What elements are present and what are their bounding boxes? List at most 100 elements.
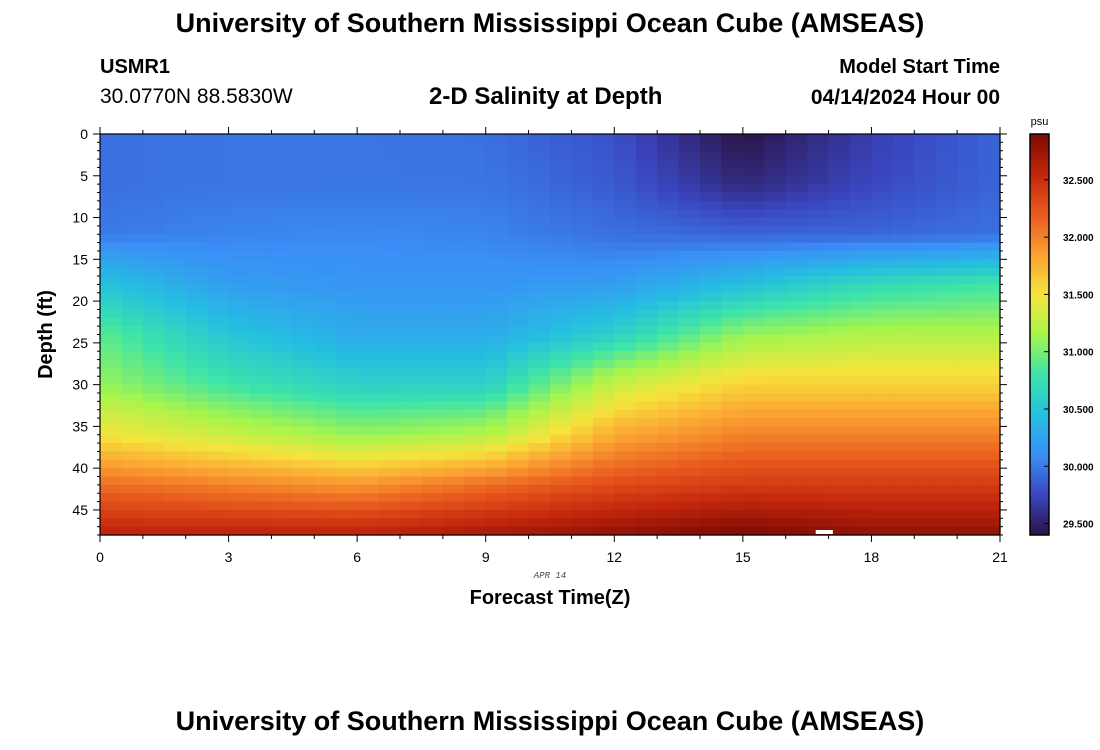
heatmap-cell [700,150,723,160]
heatmap-cell [100,217,123,227]
heatmap-cell [785,359,808,369]
heatmap-cell [528,250,551,260]
heatmap-cell [957,451,980,461]
heatmap-cell [100,367,123,377]
heatmap-cell [742,167,765,177]
heatmap-cell [871,234,894,244]
heatmap-cell [635,401,658,411]
heatmap-cell [185,301,208,311]
heatmap-cell [164,342,187,352]
heatmap-cell [271,175,294,185]
heatmap-cell [464,200,487,210]
heatmap-cell [828,259,851,269]
heatmap-cell [421,359,444,369]
heatmap-cell [742,301,765,311]
heatmap-cell [935,134,958,143]
heatmap-cell [721,476,744,486]
heatmap-cell [378,443,401,453]
heatmap-cell [592,150,615,160]
heatmap-cell [892,392,915,402]
heatmap-cell [485,484,508,494]
heatmap-cell [571,301,594,311]
heatmap-cell [335,493,358,503]
heatmap-cell [764,367,787,377]
heatmap-cell [100,468,123,478]
heatmap-cell [807,468,830,478]
heatmap-cell [485,200,508,210]
heatmap-cell [464,309,487,319]
colorbar-unit: psu [1031,116,1049,128]
y-tick-label: 0 [80,126,88,142]
heatmap-cell [571,334,594,344]
heatmap-cell [721,267,744,277]
heatmap-cell [378,426,401,436]
heatmap-cell [828,376,851,386]
heatmap-cell [678,259,701,269]
heatmap-cell [378,367,401,377]
heatmap-cell [121,250,144,260]
heatmap-cell [700,334,723,344]
heatmap-cell [207,276,230,285]
heatmap-cell [592,426,615,436]
heatmap-cell [978,359,1001,369]
heatmap-cell [657,526,680,536]
heatmap-cell [292,409,315,419]
heatmap-cell [871,284,894,294]
heatmap-cell [228,317,251,327]
heatmap-cell [357,259,380,269]
heatmap-cell [657,451,680,461]
heatmap-cell [614,392,637,402]
heatmap-cell [228,342,251,352]
heatmap-cell [164,150,187,160]
heatmap-cell [871,175,894,185]
heatmap-cell [807,434,830,444]
heatmap-cell [357,459,380,469]
heatmap-cell [378,484,401,494]
heatmap-cell [271,184,294,194]
heatmap-cell [828,159,851,169]
heatmap-cell [614,334,637,344]
page-title: University of Southern Mississippi Ocean… [175,8,925,38]
heatmap-cell [871,259,894,269]
heatmap-cell [357,434,380,444]
heatmap-cell [978,443,1001,453]
heatmap-cell [742,384,765,394]
heatmap-cell [528,426,551,436]
heatmap-cell [528,392,551,402]
heatmap-cell [528,225,551,235]
heatmap-cell [635,192,658,202]
heatmap-cell [250,409,273,419]
heatmap-cell [400,459,423,469]
heatmap-cell [742,409,765,419]
heatmap-cell [700,384,723,394]
heatmap-cell [957,459,980,469]
heatmap-cell [978,234,1001,244]
heatmap-cell [807,409,830,419]
heatmap-cell [142,409,165,419]
heatmap-cell [164,200,187,210]
heatmap-cell [185,317,208,327]
heatmap-cell [421,192,444,202]
heatmap-cell [507,484,530,494]
heatmap-cell [464,392,487,402]
heatmap-cell [742,468,765,478]
heatmap-cell [357,468,380,478]
heatmap-cell [485,284,508,294]
heatmap-cell [892,134,915,143]
heatmap-cell [250,376,273,386]
heatmap-cell [442,392,465,402]
heatmap-cell [850,426,873,436]
heatmap-cell [892,276,915,285]
heatmap-cell [528,409,551,419]
heatmap-cell [271,259,294,269]
heatmap-cell [592,342,615,352]
heatmap-cell [250,134,273,143]
heatmap-cell [528,418,551,427]
heatmap-cell [250,526,273,536]
heatmap-cell [271,409,294,419]
heatmap-cell [914,326,937,336]
heatmap-cell [292,234,315,244]
heatmap-cell [571,443,594,453]
heatmap-cell [464,259,487,269]
heatmap-cell [250,384,273,394]
